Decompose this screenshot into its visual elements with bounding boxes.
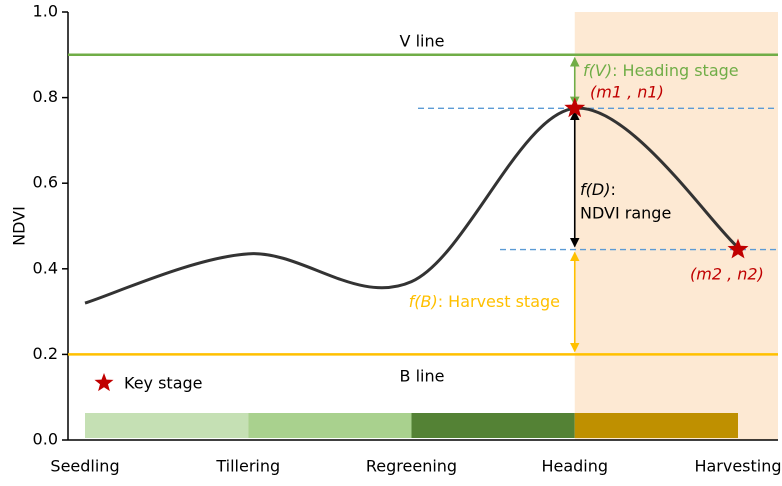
annotation-part: f(D) <box>580 180 610 199</box>
y-tick-label: 0.6 <box>33 173 58 192</box>
legend-marker <box>94 373 114 392</box>
x-tick-label: Regreening <box>366 457 457 476</box>
stage-bar <box>411 413 575 438</box>
annotation-part: : <box>610 180 615 199</box>
key-point <box>727 238 749 259</box>
annotation-part: : Harvest stage <box>438 292 560 311</box>
annotation: f(V): Heading stage <box>583 61 739 80</box>
key-point-label: (m1 , n1) <box>590 83 664 102</box>
v-line-label: V line <box>400 32 445 51</box>
stage-bar <box>248 413 412 438</box>
b-line-label: B line <box>400 367 445 386</box>
key-point-label: (m2 , n2) <box>690 265 764 284</box>
x-tick-label: Heading <box>541 457 608 476</box>
stage-bar <box>85 413 249 438</box>
annotation: f(B): Harvest stage <box>409 292 560 311</box>
y-tick-label: 0.4 <box>33 258 58 277</box>
y-tick-label: 0.0 <box>33 430 58 449</box>
x-tick-label: Seedling <box>50 457 119 476</box>
y-axis-label: NDVI <box>10 206 29 246</box>
y-tick-label: 0.2 <box>33 344 58 363</box>
annotation-part: f(V) <box>583 61 612 80</box>
x-tick-label: Tillering <box>215 457 280 476</box>
key-point <box>564 97 586 118</box>
annotation-part: f(B) <box>409 292 438 311</box>
annotation-part: : Heading stage <box>612 61 739 80</box>
y-tick-label: 1.0 <box>33 2 58 21</box>
ndvi-curve <box>84 106 739 305</box>
stage-bar <box>574 413 738 438</box>
y-tick-label: 0.8 <box>33 87 58 106</box>
annotation: f(D): <box>580 180 616 199</box>
annotation: NDVI range <box>580 204 671 223</box>
legend-label: Key stage <box>124 374 203 393</box>
highlight-region <box>574 12 778 440</box>
x-tick-label: Harvesting <box>694 457 781 476</box>
